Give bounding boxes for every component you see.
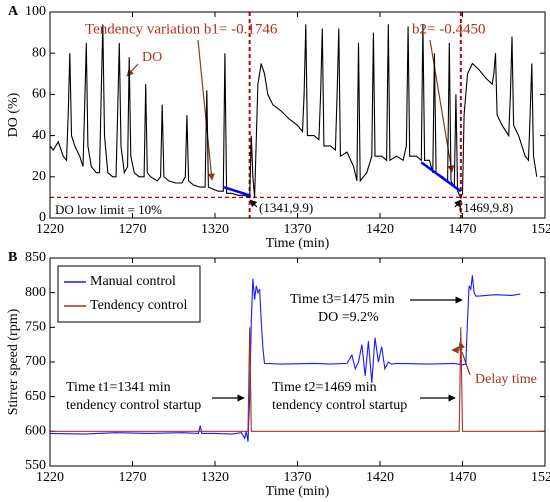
x-axis-label: Time (min) — [266, 484, 330, 499]
x-tick-label: 1420 — [366, 470, 394, 485]
y-tick-label: 60 — [32, 87, 46, 102]
y-tick-label: 600 — [25, 424, 46, 439]
x-tick-label: 1220 — [36, 470, 64, 485]
x-tick-label: 1370 — [284, 470, 312, 485]
y-tick-label: 40 — [32, 128, 46, 143]
y-axis-label: DO (%) — [6, 92, 21, 137]
annotation: Delay time — [475, 372, 537, 387]
arrow — [249, 199, 258, 208]
y-tick-label: 750 — [25, 320, 46, 335]
annotation: Time t3=1475 min — [290, 292, 395, 307]
x-tick-label: 1270 — [119, 470, 147, 485]
series-line — [49, 24, 538, 200]
panel-label: B — [8, 250, 17, 265]
x-tick-label: 1370 — [284, 222, 312, 237]
x-tick-label: 1220 — [36, 222, 64, 237]
annotation: Time t1=1341 min — [66, 380, 171, 395]
x-axis-label: Time (min) — [266, 236, 330, 251]
annotation: b2= -0.4450 — [412, 21, 485, 37]
annotation: tendency control startup — [272, 398, 407, 413]
y-tick-label: 100 — [25, 4, 46, 19]
x-tick-label: 1320 — [201, 470, 229, 485]
legend-box — [57, 265, 201, 323]
series-line — [50, 327, 545, 432]
annotation: (1341,9.9) — [259, 200, 313, 215]
x-tick-label: 1270 — [119, 222, 147, 237]
y-tick-label: 800 — [25, 285, 46, 300]
annotation: tendency control startup — [66, 398, 201, 413]
panel-label: A — [8, 4, 19, 19]
annotation: DO — [142, 50, 162, 65]
plot-frame — [49, 11, 546, 219]
annotation: (1469,9.8) — [459, 200, 513, 215]
x-tick-label: 1420 — [366, 222, 394, 237]
x-tick-label: 1470 — [449, 222, 477, 237]
arrow — [197, 39, 215, 181]
y-tick-label: 700 — [25, 354, 46, 369]
y-tick-label: 850 — [25, 250, 46, 265]
y-axis-label: Stirrer speed (rpm) — [6, 308, 21, 415]
arrows — [126, 39, 471, 402]
y-tick-label: 550 — [25, 458, 46, 473]
series-line — [49, 275, 521, 442]
y-tick-label: 20 — [32, 169, 46, 184]
y-tick-label: 650 — [25, 389, 46, 404]
trend-line — [420, 161, 462, 193]
y-tick-label: 0 — [39, 210, 46, 225]
plot-frame — [49, 257, 546, 467]
legend-label: Tendency control — [90, 298, 187, 313]
annotation: DO =9.2% — [318, 310, 379, 325]
annotation: DO low limit = 10% — [55, 202, 162, 217]
legend-label: Manual control — [90, 274, 176, 289]
x-tick-label: 1320 — [201, 222, 229, 237]
trend-line — [222, 185, 251, 197]
annotation: Time t2=1469 min — [272, 380, 377, 395]
y-tick-label: 80 — [32, 45, 46, 60]
x-tick-label: 1470 — [449, 470, 477, 485]
annotation: Tendency variation b1= -0.1746 — [85, 21, 278, 37]
